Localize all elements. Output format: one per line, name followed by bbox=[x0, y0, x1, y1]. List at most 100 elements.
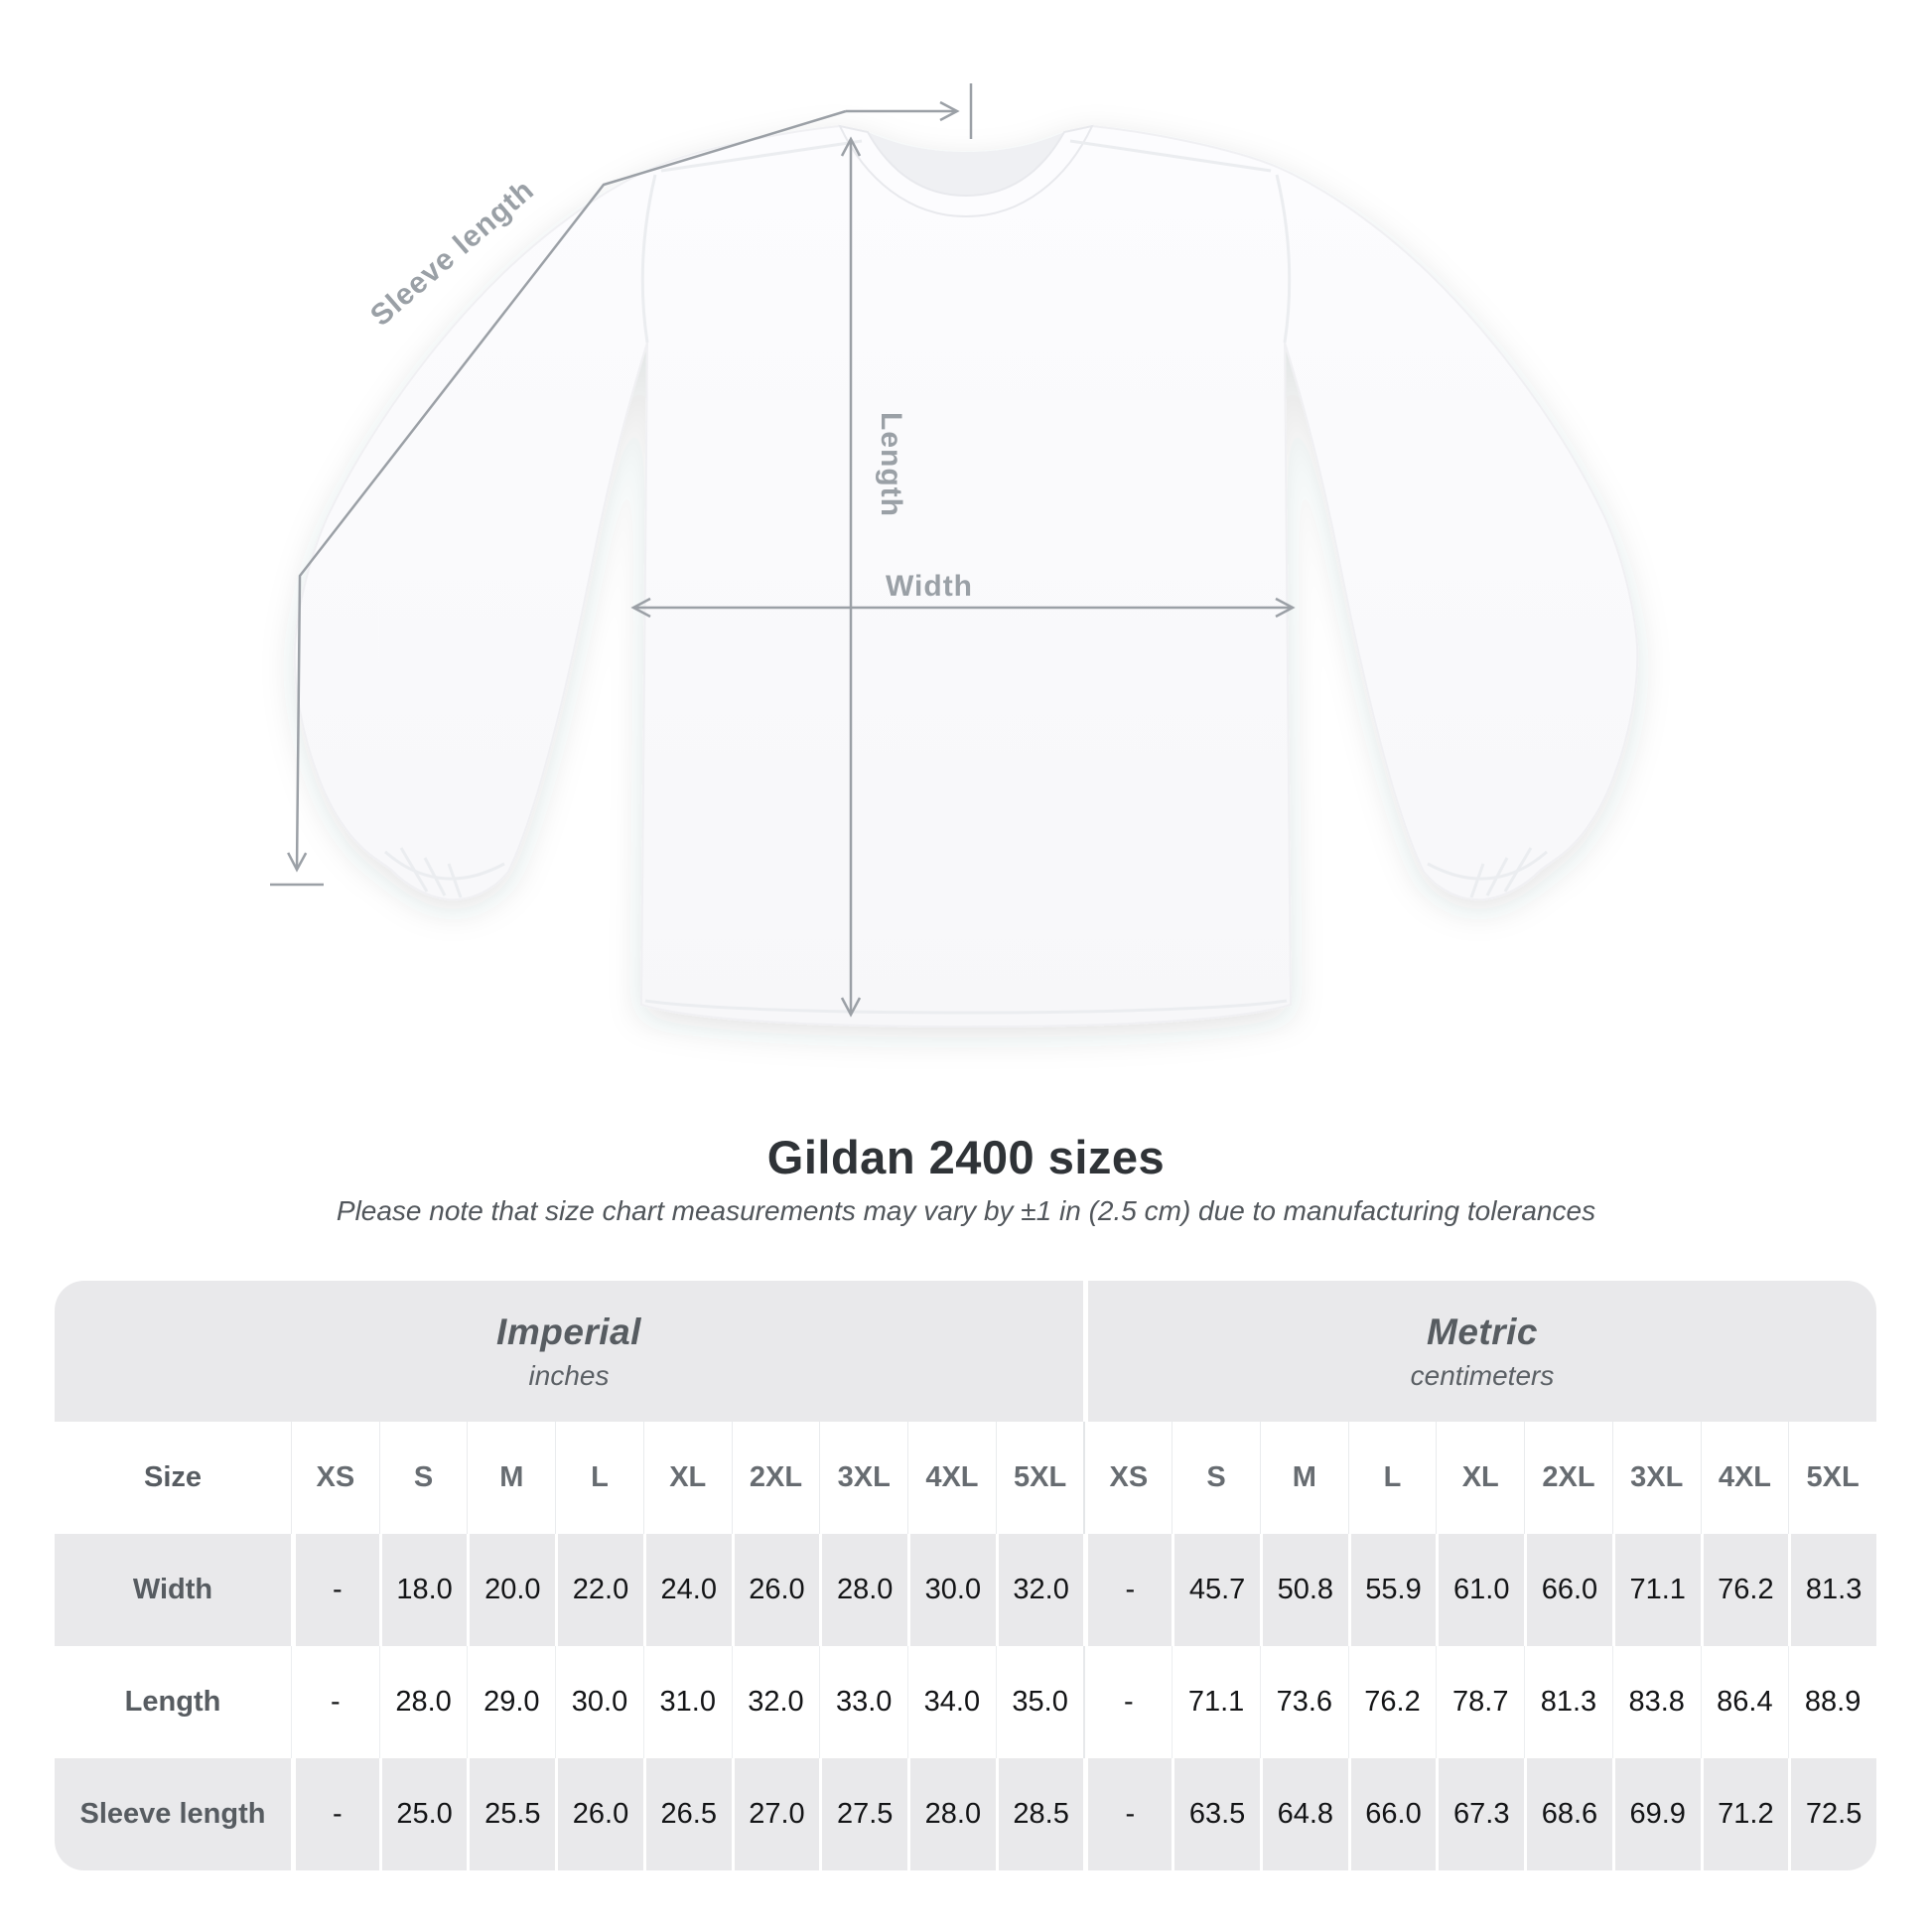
imperial-title: Imperial bbox=[496, 1311, 641, 1352]
table-cell: - bbox=[291, 1534, 379, 1646]
shirt-illustration bbox=[293, 124, 1639, 1029]
table-cell: 31.0 bbox=[642, 1646, 732, 1758]
table-cell: 22.0 bbox=[555, 1534, 643, 1646]
unit-group-imperial: Imperial inches bbox=[55, 1281, 1083, 1422]
row-label-width: Width bbox=[55, 1534, 291, 1646]
table-cell: 76.2 bbox=[1347, 1646, 1437, 1758]
table-cell: 28.0 bbox=[819, 1534, 908, 1646]
table-cell: 67.3 bbox=[1436, 1758, 1525, 1870]
size-column-header: 2XL bbox=[731, 1422, 820, 1534]
table-cell: 88.9 bbox=[1788, 1646, 1876, 1758]
table-cell: 34.0 bbox=[907, 1646, 996, 1758]
table-cell: 50.8 bbox=[1259, 1534, 1348, 1646]
table-cell: 71.1 bbox=[1172, 1646, 1260, 1758]
unit-group-metric: Metric centimeters bbox=[1088, 1281, 1876, 1422]
table-cell: 69.9 bbox=[1611, 1758, 1701, 1870]
table-cell: 28.0 bbox=[378, 1646, 468, 1758]
size-column-header: S bbox=[1172, 1422, 1260, 1534]
table-cell: 55.9 bbox=[1347, 1534, 1437, 1646]
size-column-header: L bbox=[555, 1422, 643, 1534]
sleeve-length-measure-line bbox=[270, 83, 973, 887]
size-column-header: L bbox=[1347, 1422, 1437, 1534]
table-cell: 66.0 bbox=[1524, 1534, 1612, 1646]
table-cell: - bbox=[291, 1646, 379, 1758]
collar-band bbox=[838, 124, 1094, 218]
size-column-header: 3XL bbox=[819, 1422, 907, 1534]
page-title: Gildan 2400 sizes bbox=[766, 1131, 1166, 1183]
table-row-sleeve-length: Sleeve length -25.0 25.5 26.0 26.5 27.0 27.5 2… bbox=[55, 1758, 1876, 1870]
table-cell: 32.0 bbox=[731, 1646, 820, 1758]
size-column-header: XS bbox=[1083, 1422, 1172, 1534]
table-cell: - bbox=[291, 1758, 379, 1870]
table-cell: 78.7 bbox=[1436, 1646, 1525, 1758]
shirt-figure: Sleeve length Length Width bbox=[270, 83, 1639, 1029]
size-note: Please note that size chart measurements… bbox=[336, 1195, 1596, 1226]
table-cell: - bbox=[1083, 1758, 1173, 1870]
table-cell: 83.8 bbox=[1611, 1646, 1701, 1758]
table-cell: 24.0 bbox=[642, 1534, 732, 1646]
size-column-header: M bbox=[467, 1422, 555, 1534]
row-label-length: Length bbox=[55, 1646, 291, 1758]
table-row-length: Length -28.0 29.0 30.0 31.0 32.0 33.0 34.0 35.0… bbox=[55, 1646, 1876, 1758]
table-row-width: Width -18.0 20.0 22.0 24.0 26.0 28.0 30.0 32.0-… bbox=[55, 1534, 1876, 1646]
metric-title: Metric bbox=[1427, 1311, 1538, 1352]
table-cell: 71.1 bbox=[1611, 1534, 1701, 1646]
table-cell: 63.5 bbox=[1172, 1758, 1260, 1870]
table-cell: 30.0 bbox=[555, 1646, 643, 1758]
table-cell: 32.0 bbox=[995, 1534, 1084, 1646]
table-cell: 64.8 bbox=[1259, 1758, 1348, 1870]
size-corner-header: Size bbox=[143, 1461, 203, 1493]
width-label: Width bbox=[886, 570, 973, 603]
table-cell: - bbox=[1083, 1646, 1173, 1758]
size-column-header: 4XL bbox=[907, 1422, 996, 1534]
table-cell: 86.4 bbox=[1700, 1646, 1789, 1758]
table-cell: 73.6 bbox=[1259, 1646, 1348, 1758]
size-column-header: 2XL bbox=[1524, 1422, 1612, 1534]
table-cell: 26.0 bbox=[555, 1758, 643, 1870]
table-cell: - bbox=[1083, 1534, 1173, 1646]
table-cell: 26.0 bbox=[731, 1534, 820, 1646]
size-column-header: 5XL bbox=[1788, 1422, 1876, 1534]
table-cell: 68.6 bbox=[1524, 1758, 1612, 1870]
size-column-header: XL bbox=[1436, 1422, 1524, 1534]
table-cell: 26.5 bbox=[642, 1758, 732, 1870]
size-column-header: 5XL bbox=[995, 1422, 1084, 1534]
imperial-subtitle: inches bbox=[528, 1359, 610, 1391]
table-cell: 18.0 bbox=[378, 1534, 468, 1646]
shirt-seams bbox=[384, 139, 1548, 1015]
size-column-header: 3XL bbox=[1611, 1422, 1701, 1534]
table-cell: 45.7 bbox=[1172, 1534, 1260, 1646]
size-column-header: S bbox=[378, 1422, 468, 1534]
size-header-row: Size XS S M L XL 2XL 3XL 4XL 5XL XS S M L XL 2XL 3XL 4XL… bbox=[55, 1422, 1876, 1534]
table-cell: 25.0 bbox=[378, 1758, 468, 1870]
size-table: Imperial inches Metric centimeters Size … bbox=[55, 1281, 1876, 1870]
row-label-sleeve-length: Sleeve length bbox=[55, 1758, 291, 1870]
table-cell: 29.0 bbox=[467, 1646, 556, 1758]
table-cell: 35.0 bbox=[995, 1646, 1084, 1758]
collar-inner-shadow bbox=[868, 132, 1064, 196]
length-label: Length bbox=[875, 412, 907, 517]
table-cell: 81.3 bbox=[1524, 1646, 1612, 1758]
table-cell: 28.0 bbox=[907, 1758, 996, 1870]
size-column-header: XL bbox=[642, 1422, 732, 1534]
size-column-header: 4XL bbox=[1700, 1422, 1789, 1534]
size-column-header: M bbox=[1259, 1422, 1348, 1534]
table-cell: 71.2 bbox=[1700, 1758, 1789, 1870]
table-cell: 61.0 bbox=[1436, 1534, 1525, 1646]
table-cell: 30.0 bbox=[907, 1534, 996, 1646]
table-cell: 66.0 bbox=[1347, 1758, 1437, 1870]
table-cell: 33.0 bbox=[819, 1646, 908, 1758]
size-column-header: XS bbox=[291, 1422, 379, 1534]
table-cell: 72.5 bbox=[1788, 1758, 1876, 1870]
table-cell: 28.5 bbox=[995, 1758, 1084, 1870]
unit-header-band: Imperial inches Metric centimeters bbox=[55, 1281, 1876, 1422]
unit-band-divider bbox=[1083, 1281, 1088, 1422]
table-cell: 27.0 bbox=[731, 1758, 820, 1870]
table-cell: 25.5 bbox=[467, 1758, 556, 1870]
metric-subtitle: centimeters bbox=[1410, 1359, 1555, 1391]
table-cell: 20.0 bbox=[467, 1534, 556, 1646]
table-cell: 27.5 bbox=[819, 1758, 908, 1870]
table-cell: 76.2 bbox=[1700, 1534, 1789, 1646]
table-cell: 81.3 bbox=[1788, 1534, 1876, 1646]
